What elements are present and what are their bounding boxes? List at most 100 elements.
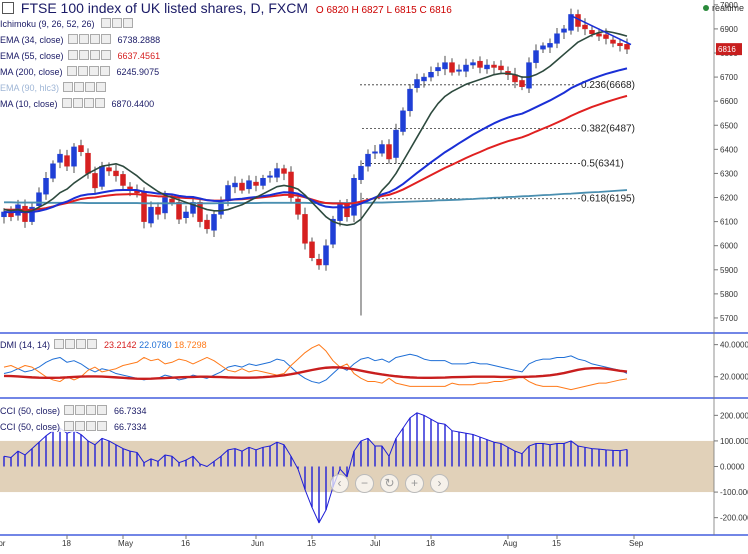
add-icon[interactable] [86, 405, 97, 415]
add-icon[interactable] [76, 339, 87, 349]
candle-body [393, 129, 399, 158]
close-icon[interactable] [100, 34, 111, 44]
settings-icon[interactable] [65, 339, 76, 349]
settings-icon[interactable] [77, 66, 88, 76]
add-icon[interactable] [88, 66, 99, 76]
add-icon[interactable] [85, 82, 96, 92]
eye-icon[interactable] [54, 339, 65, 349]
candle-body [330, 218, 336, 245]
ohlc-open: O 6820 [315, 5, 349, 16]
ohlc-close: C 6816 [419, 5, 452, 16]
scroll-right-icon[interactable]: › [430, 474, 449, 493]
candle-body [183, 211, 189, 219]
close-icon[interactable] [97, 421, 108, 431]
eye-icon[interactable] [101, 18, 112, 28]
candle-body [372, 151, 378, 154]
add-icon[interactable] [89, 34, 100, 44]
candle-body [358, 165, 364, 180]
indicator-value: 6738.2888 [117, 35, 161, 45]
cci-tick-label: -100.0000 [720, 488, 748, 497]
candle-body [491, 64, 497, 68]
indicator-buttons[interactable] [63, 82, 107, 93]
cci-legend-2[interactable]: CCI (50, close) 66.7334 [0, 421, 150, 432]
cci-legend-1[interactable]: CCI (50, close) 66.7334 [0, 405, 150, 416]
indicator-legend-ma10[interactable]: MA (10, close) 6870.4400 [0, 98, 158, 109]
add-icon[interactable] [83, 98, 94, 108]
candle-body [547, 43, 553, 48]
indicator-legend-ichimoku[interactable]: Ichimoku (9, 26, 52, 26) [0, 18, 142, 29]
eye-icon[interactable] [67, 34, 78, 44]
zoom-in-icon[interactable]: + [405, 474, 424, 493]
indicator-buttons[interactable] [64, 421, 108, 432]
candle-body [498, 65, 504, 71]
ohlc-low: L 6815 [386, 5, 417, 16]
candle-body [526, 62, 532, 89]
close-icon[interactable] [123, 18, 134, 28]
indicator-buttons[interactable] [66, 66, 111, 77]
zoom-out-icon[interactable]: − [355, 474, 374, 493]
candle-body [449, 62, 455, 73]
settings-icon[interactable] [72, 98, 83, 108]
indicator-buttons[interactable] [67, 50, 112, 61]
realtime-indicator: realtime [702, 3, 744, 13]
candle-body [610, 39, 616, 44]
settings-icon[interactable] [74, 82, 85, 92]
candle-body [85, 152, 91, 174]
indicator-buttons[interactable] [64, 405, 108, 416]
close-icon[interactable] [87, 339, 98, 349]
indicator-legend-ema34[interactable]: EMA (34, close) 6738.2888 [0, 34, 164, 45]
dmi-diplus-value: 22.0780 [139, 340, 172, 350]
close-icon[interactable] [97, 405, 108, 415]
collapse-icon[interactable] [2, 2, 14, 14]
candle-body [29, 206, 35, 222]
candle-body [260, 177, 266, 186]
candle-body [120, 174, 126, 186]
add-icon[interactable] [89, 50, 100, 60]
settings-icon[interactable] [78, 50, 89, 60]
candle-body [106, 167, 112, 172]
candle-body [442, 62, 448, 70]
candle-body [456, 69, 462, 72]
settings-icon[interactable] [75, 421, 86, 431]
indicator-legend-ema55[interactable]: EMA (55, close) 6637.4561 [0, 50, 164, 61]
x-tick-label: 18 [62, 539, 71, 548]
indicator-buttons[interactable] [101, 18, 134, 29]
price-tick-label: 6300 [720, 169, 738, 178]
candle-body [22, 205, 28, 222]
candle-body [225, 185, 231, 202]
close-icon[interactable] [96, 82, 107, 92]
settings-icon[interactable] [78, 34, 89, 44]
indicator-label: MA (200, close) [0, 67, 63, 77]
settings-icon[interactable] [112, 18, 123, 28]
indicator-legend-ema90[interactable]: EMA (90, hlc3) [0, 82, 115, 93]
settings-icon[interactable] [75, 405, 86, 415]
x-tick-label: Sep [629, 539, 644, 548]
candle-body [463, 64, 469, 72]
close-icon[interactable] [94, 98, 105, 108]
eye-icon[interactable] [67, 50, 78, 60]
candle-body [351, 177, 357, 216]
dmi-pane[interactable] [3, 344, 628, 391]
eye-icon[interactable] [66, 66, 77, 76]
candle-body [253, 181, 259, 186]
eye-icon[interactable] [64, 421, 75, 431]
indicator-legend-ma200[interactable]: MA (200, close) 6245.9075 [0, 66, 163, 77]
dmi-legend[interactable]: DMI (14, 14) 23.2142 22.0780 18.7298 [0, 339, 210, 350]
candle-body [267, 175, 273, 178]
reset-icon[interactable]: ↻ [380, 474, 399, 493]
ema55-line [3, 94, 628, 212]
candle-body [540, 45, 546, 50]
indicator-buttons[interactable] [61, 98, 106, 109]
indicator-buttons[interactable] [67, 34, 112, 45]
eye-icon[interactable] [63, 82, 74, 92]
eye-icon[interactable] [61, 98, 72, 108]
close-icon[interactable] [99, 66, 110, 76]
add-icon[interactable] [86, 421, 97, 431]
close-icon[interactable] [100, 50, 111, 60]
live-dot-icon [702, 5, 709, 11]
eye-icon[interactable] [64, 405, 75, 415]
scroll-left-icon[interactable]: ‹ [330, 474, 349, 493]
indicator-buttons[interactable] [54, 339, 98, 350]
